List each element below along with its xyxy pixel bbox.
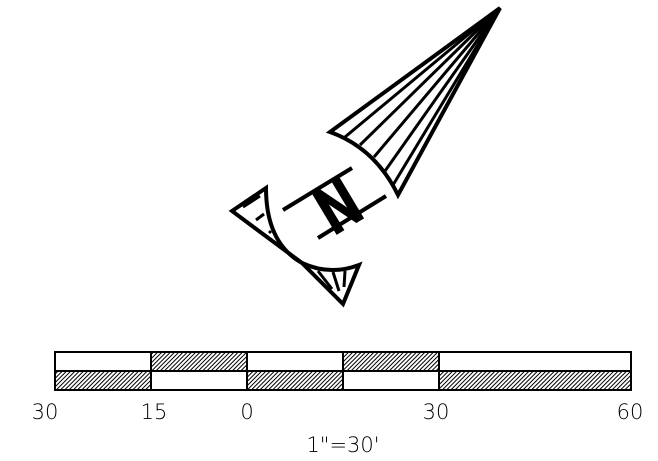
scale-segment-top-4 [342, 351, 440, 372]
scale-segment-bottom-2 [150, 370, 248, 391]
north-arrow-upper-cone [325, 6, 502, 200]
scale-bar: 30 15 0 30 60 1"=30' [32, 351, 644, 457]
scale-tick-label: 0 [240, 400, 253, 424]
scale-tick-label: 30 [423, 400, 450, 424]
scale-segment-bottom-5 [438, 370, 632, 391]
scale-ratio-label: 1"=30' [306, 433, 379, 457]
scale-segment-bottom-3 [246, 370, 344, 391]
scale-segment-top-5 [438, 351, 632, 372]
scale-tick-label: 15 [141, 400, 168, 424]
scale-segment-bottom-4 [342, 370, 440, 391]
scale-segment-top-1 [54, 351, 152, 372]
north-arrow-icon: N [228, 6, 502, 308]
north-letter: N [311, 177, 365, 235]
north-arrow-lower-cup [228, 184, 304, 265]
north-arrow-bar-upper [281, 166, 354, 212]
scale-segment-top-3 [246, 351, 344, 372]
scale-tick-label: 30 [32, 400, 59, 424]
scale-segment-bottom-1 [54, 370, 152, 391]
north-arrow-circle-arc [266, 132, 330, 188]
north-arrow-lower-right-cup [300, 261, 363, 308]
scale-tick-label: 60 [617, 400, 644, 424]
scale-segment-top-2 [150, 351, 248, 372]
